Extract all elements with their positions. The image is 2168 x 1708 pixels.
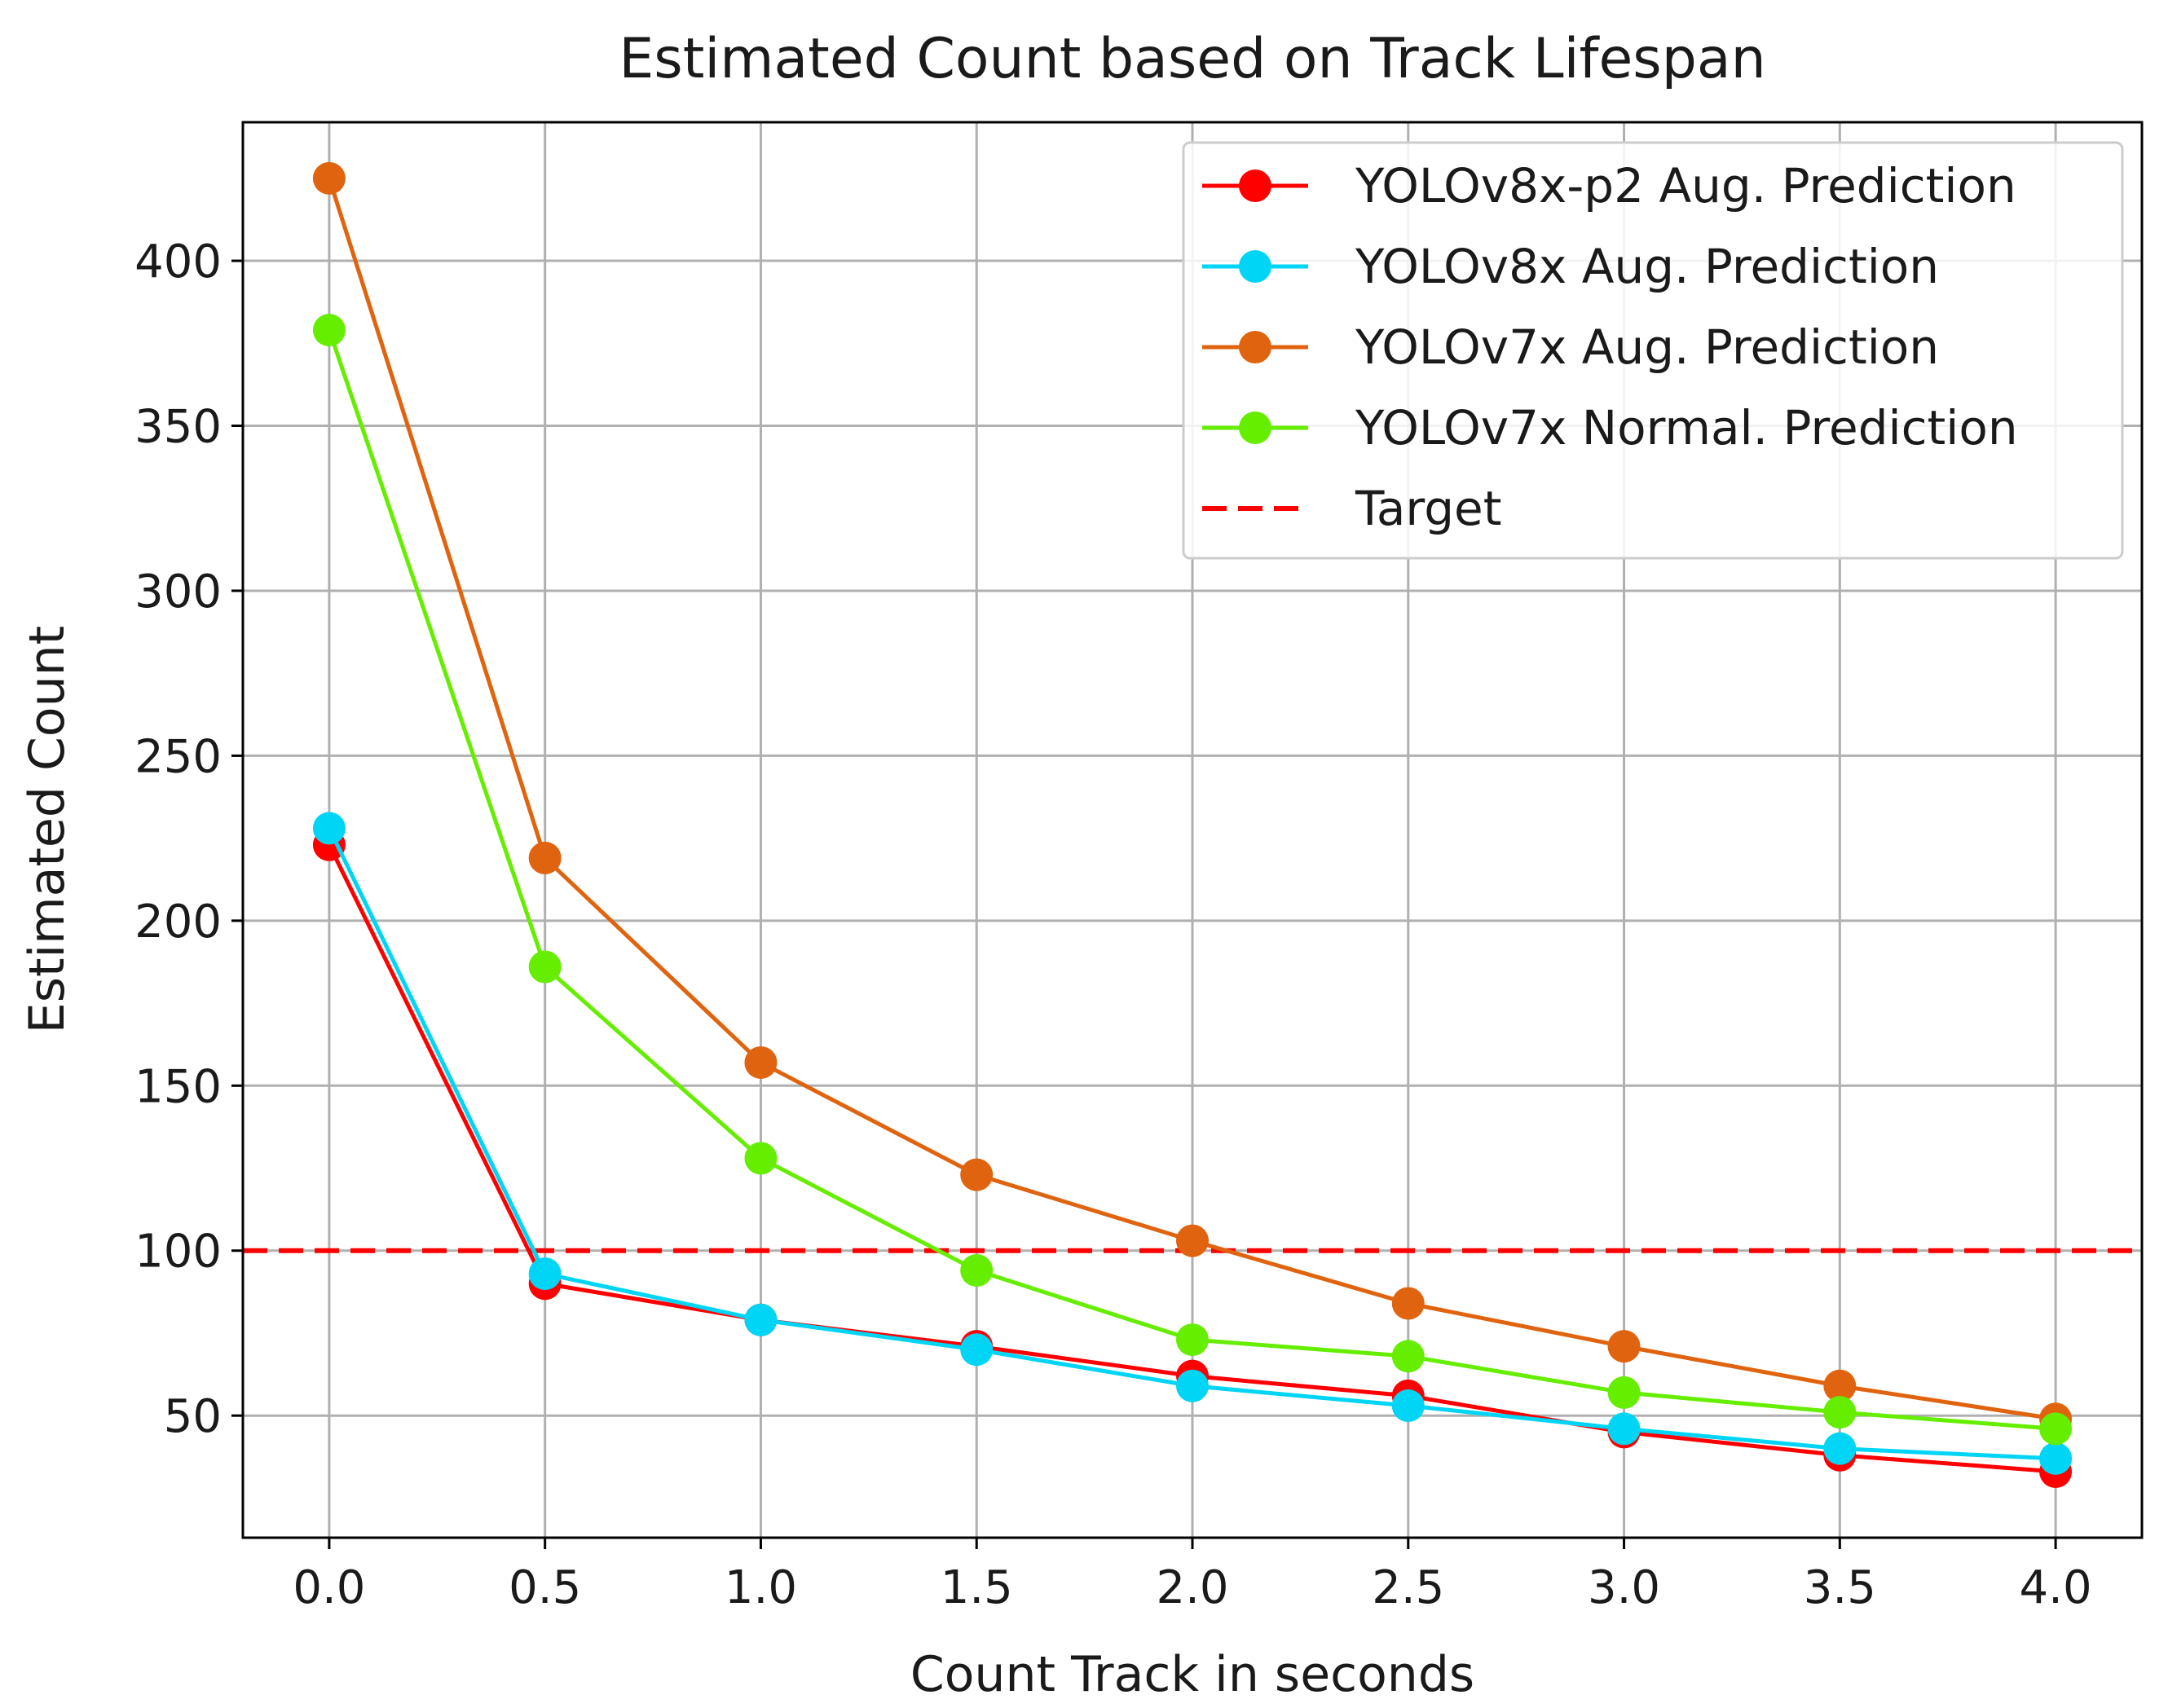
data-point	[744, 1142, 778, 1175]
series-4	[312, 314, 2073, 1446]
legend-label: YOLOv7x Aug. Prediction	[1355, 319, 1939, 375]
legend-marker	[1239, 250, 1271, 283]
data-point	[2039, 1442, 2073, 1475]
data-point	[1176, 1323, 1209, 1357]
data-point	[960, 1254, 994, 1288]
data-point	[1391, 1287, 1425, 1320]
data-point	[1176, 1369, 1209, 1402]
legend-marker	[1239, 169, 1271, 202]
data-point	[1607, 1330, 1641, 1363]
y-tick-label: 200	[134, 896, 222, 949]
y-axis-title: Estimated Count	[19, 626, 76, 1033]
data-point	[312, 314, 346, 347]
y-tick-label: 100	[134, 1226, 222, 1279]
y-axis-ticks: 50 100 150 200 250 300 350 400	[134, 236, 243, 1443]
data-point	[528, 841, 562, 874]
data-point	[1823, 1396, 1857, 1429]
x-tick-label: 2.5	[1372, 1561, 1444, 1614]
data-point	[1391, 1340, 1425, 1373]
legend-box	[1182, 141, 2124, 560]
data-point	[1823, 1432, 1857, 1465]
legend: YOLOv8x-p2 Aug. Prediction YOLOv8x Aug. P…	[1182, 141, 2124, 560]
data-point	[1391, 1389, 1425, 1423]
y-tick-label: 150	[134, 1060, 222, 1113]
y-tick-label: 250	[134, 730, 222, 783]
data-point	[528, 950, 562, 984]
chart-title: Estimated Count based on Track Lifespan	[619, 27, 1765, 91]
x-tick-label: 4.0	[2020, 1561, 2092, 1614]
legend-marker	[1239, 331, 1271, 363]
x-tick-label: 3.0	[1588, 1561, 1660, 1614]
x-tick-label: 1.0	[725, 1561, 797, 1614]
data-point	[960, 1333, 994, 1367]
legend-label: Target	[1355, 481, 1501, 536]
data-point	[1607, 1376, 1641, 1409]
x-tick-label: 0.0	[293, 1561, 365, 1614]
data-point	[744, 1045, 778, 1079]
data-point	[312, 161, 346, 195]
y-tick-label: 50	[164, 1390, 222, 1443]
x-tick-label: 0.5	[509, 1561, 581, 1614]
x-tick-label: 1.5	[941, 1561, 1013, 1614]
x-tick-label: 2.0	[1156, 1561, 1228, 1614]
series-group	[312, 161, 2073, 1489]
data-point	[2039, 1412, 2073, 1446]
x-tick-label: 3.5	[1804, 1561, 1876, 1614]
data-point	[960, 1158, 994, 1191]
data-point	[1607, 1412, 1641, 1446]
legend-label: YOLOv8x Aug. Prediction	[1355, 239, 1939, 294]
y-tick-label: 400	[134, 236, 222, 288]
legend-label: YOLOv7x Normal. Prediction	[1355, 400, 2018, 456]
data-point	[1823, 1369, 1857, 1402]
x-axis-ticks: 0.0 0.5 1.0 1.5 2.0 2.5 3.0 3.5 4.0	[293, 1538, 2092, 1614]
legend-label: YOLOv8x-p2 Aug. Prediction	[1355, 158, 2016, 214]
series-2	[312, 812, 2073, 1475]
legend-marker	[1239, 412, 1271, 444]
data-point	[528, 1257, 562, 1291]
x-axis-title: Count Track in seconds	[910, 1646, 1474, 1703]
y-tick-label: 300	[134, 566, 222, 618]
data-point	[312, 812, 346, 845]
y-tick-label: 350	[134, 401, 222, 454]
data-point	[1176, 1224, 1209, 1257]
data-point	[744, 1303, 778, 1336]
